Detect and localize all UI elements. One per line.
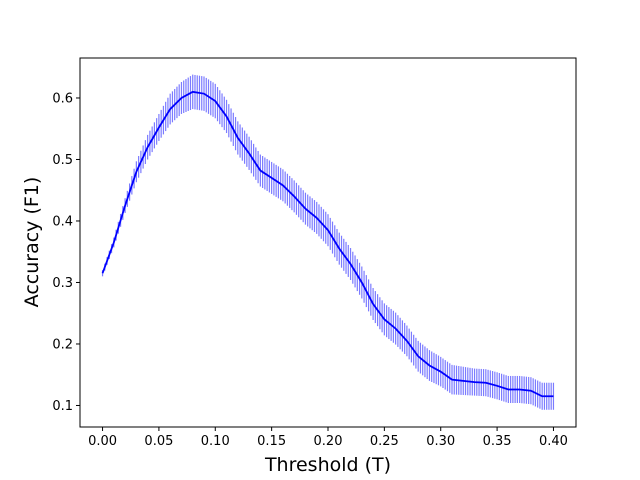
y-tick-label: 0.4 xyxy=(52,214,73,229)
x-tick-label: 0.00 xyxy=(88,434,117,449)
y-tick-label: 0.1 xyxy=(52,399,73,414)
y-tick-label: 0.2 xyxy=(52,337,73,352)
y-tick-label: 0.6 xyxy=(52,91,73,106)
x-tick-label: 0.05 xyxy=(144,434,173,449)
y-axis-label: Accuracy (F1) xyxy=(21,177,43,308)
x-tick-label: 0.30 xyxy=(426,434,455,449)
y-tick-label: 0.5 xyxy=(52,153,73,168)
x-axis-ticks: 0.00 0.05 0.10 0.15 0.20 0.25 0.30 0.35 0.40 xyxy=(88,427,568,449)
series-line-layer xyxy=(101,90,554,398)
y-axis-ticks: 0.1 0.2 0.3 0.4 0.5 0.6 xyxy=(52,91,80,414)
x-tick-label: 0.25 xyxy=(370,434,399,449)
x-tick-label: 0.10 xyxy=(201,434,230,449)
x-tick-label: 0.35 xyxy=(483,434,512,449)
x-tick-label: 0.40 xyxy=(539,434,568,449)
x-tick-label: 0.15 xyxy=(257,434,286,449)
x-axis-label: Threshold (T) xyxy=(264,454,391,476)
series-line xyxy=(101,90,554,398)
y-tick-label: 0.3 xyxy=(52,276,73,291)
x-tick-label: 0.20 xyxy=(314,434,343,449)
